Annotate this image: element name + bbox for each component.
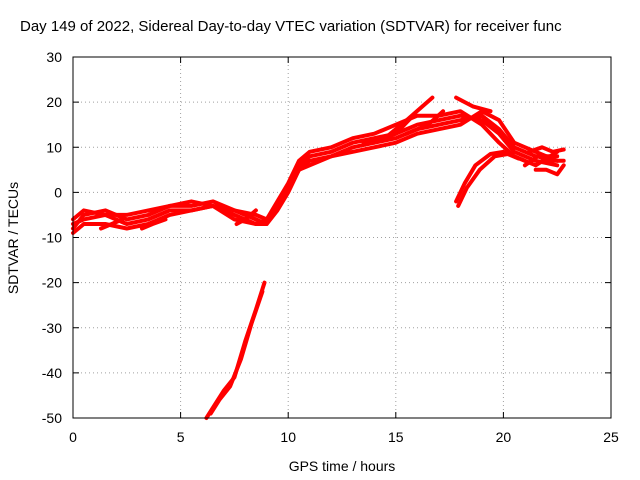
series-line-drop-2 xyxy=(211,292,263,414)
y-tick-label: 20 xyxy=(46,94,62,110)
y-tick-label: 10 xyxy=(46,139,62,155)
x-tick-label: 0 xyxy=(69,429,77,445)
y-tick-label: -50 xyxy=(42,410,62,426)
y-axis-label: SDTVAR / TECUs xyxy=(5,182,21,294)
x-tick-label: 5 xyxy=(177,429,185,445)
x-tick-label: 20 xyxy=(496,429,512,445)
y-tick-label: 30 xyxy=(46,49,62,65)
chart: 0 5 10 15 20 25 -50 -40 -30 -20 -10 0 10 20 30 GPS ti… xyxy=(0,0,640,480)
series-line-tail-1 xyxy=(529,147,564,152)
x-tick-label: 10 xyxy=(280,429,296,445)
series-line-spur-4 xyxy=(456,98,490,112)
grid xyxy=(73,57,611,418)
x-tick-labels: 0 5 10 15 20 25 xyxy=(69,429,619,445)
x-tick-label: 15 xyxy=(388,429,404,445)
y-tick-label: 0 xyxy=(54,184,62,200)
y-tick-label: -10 xyxy=(42,230,62,246)
y-tick-label: -20 xyxy=(42,275,62,291)
y-tick-label: -40 xyxy=(42,365,62,381)
series-group xyxy=(73,98,564,418)
series-line-tail-2 xyxy=(536,165,564,174)
y-tick-label: -30 xyxy=(42,320,62,336)
y-tick-labels: -50 -40 -30 -20 -10 0 10 20 30 xyxy=(42,49,62,426)
x-tick-label: 25 xyxy=(603,429,619,445)
series-line-main-band-b xyxy=(73,116,557,224)
x-axis-label: GPS time / hours xyxy=(289,458,396,474)
series-line-drop-1 xyxy=(206,283,264,418)
